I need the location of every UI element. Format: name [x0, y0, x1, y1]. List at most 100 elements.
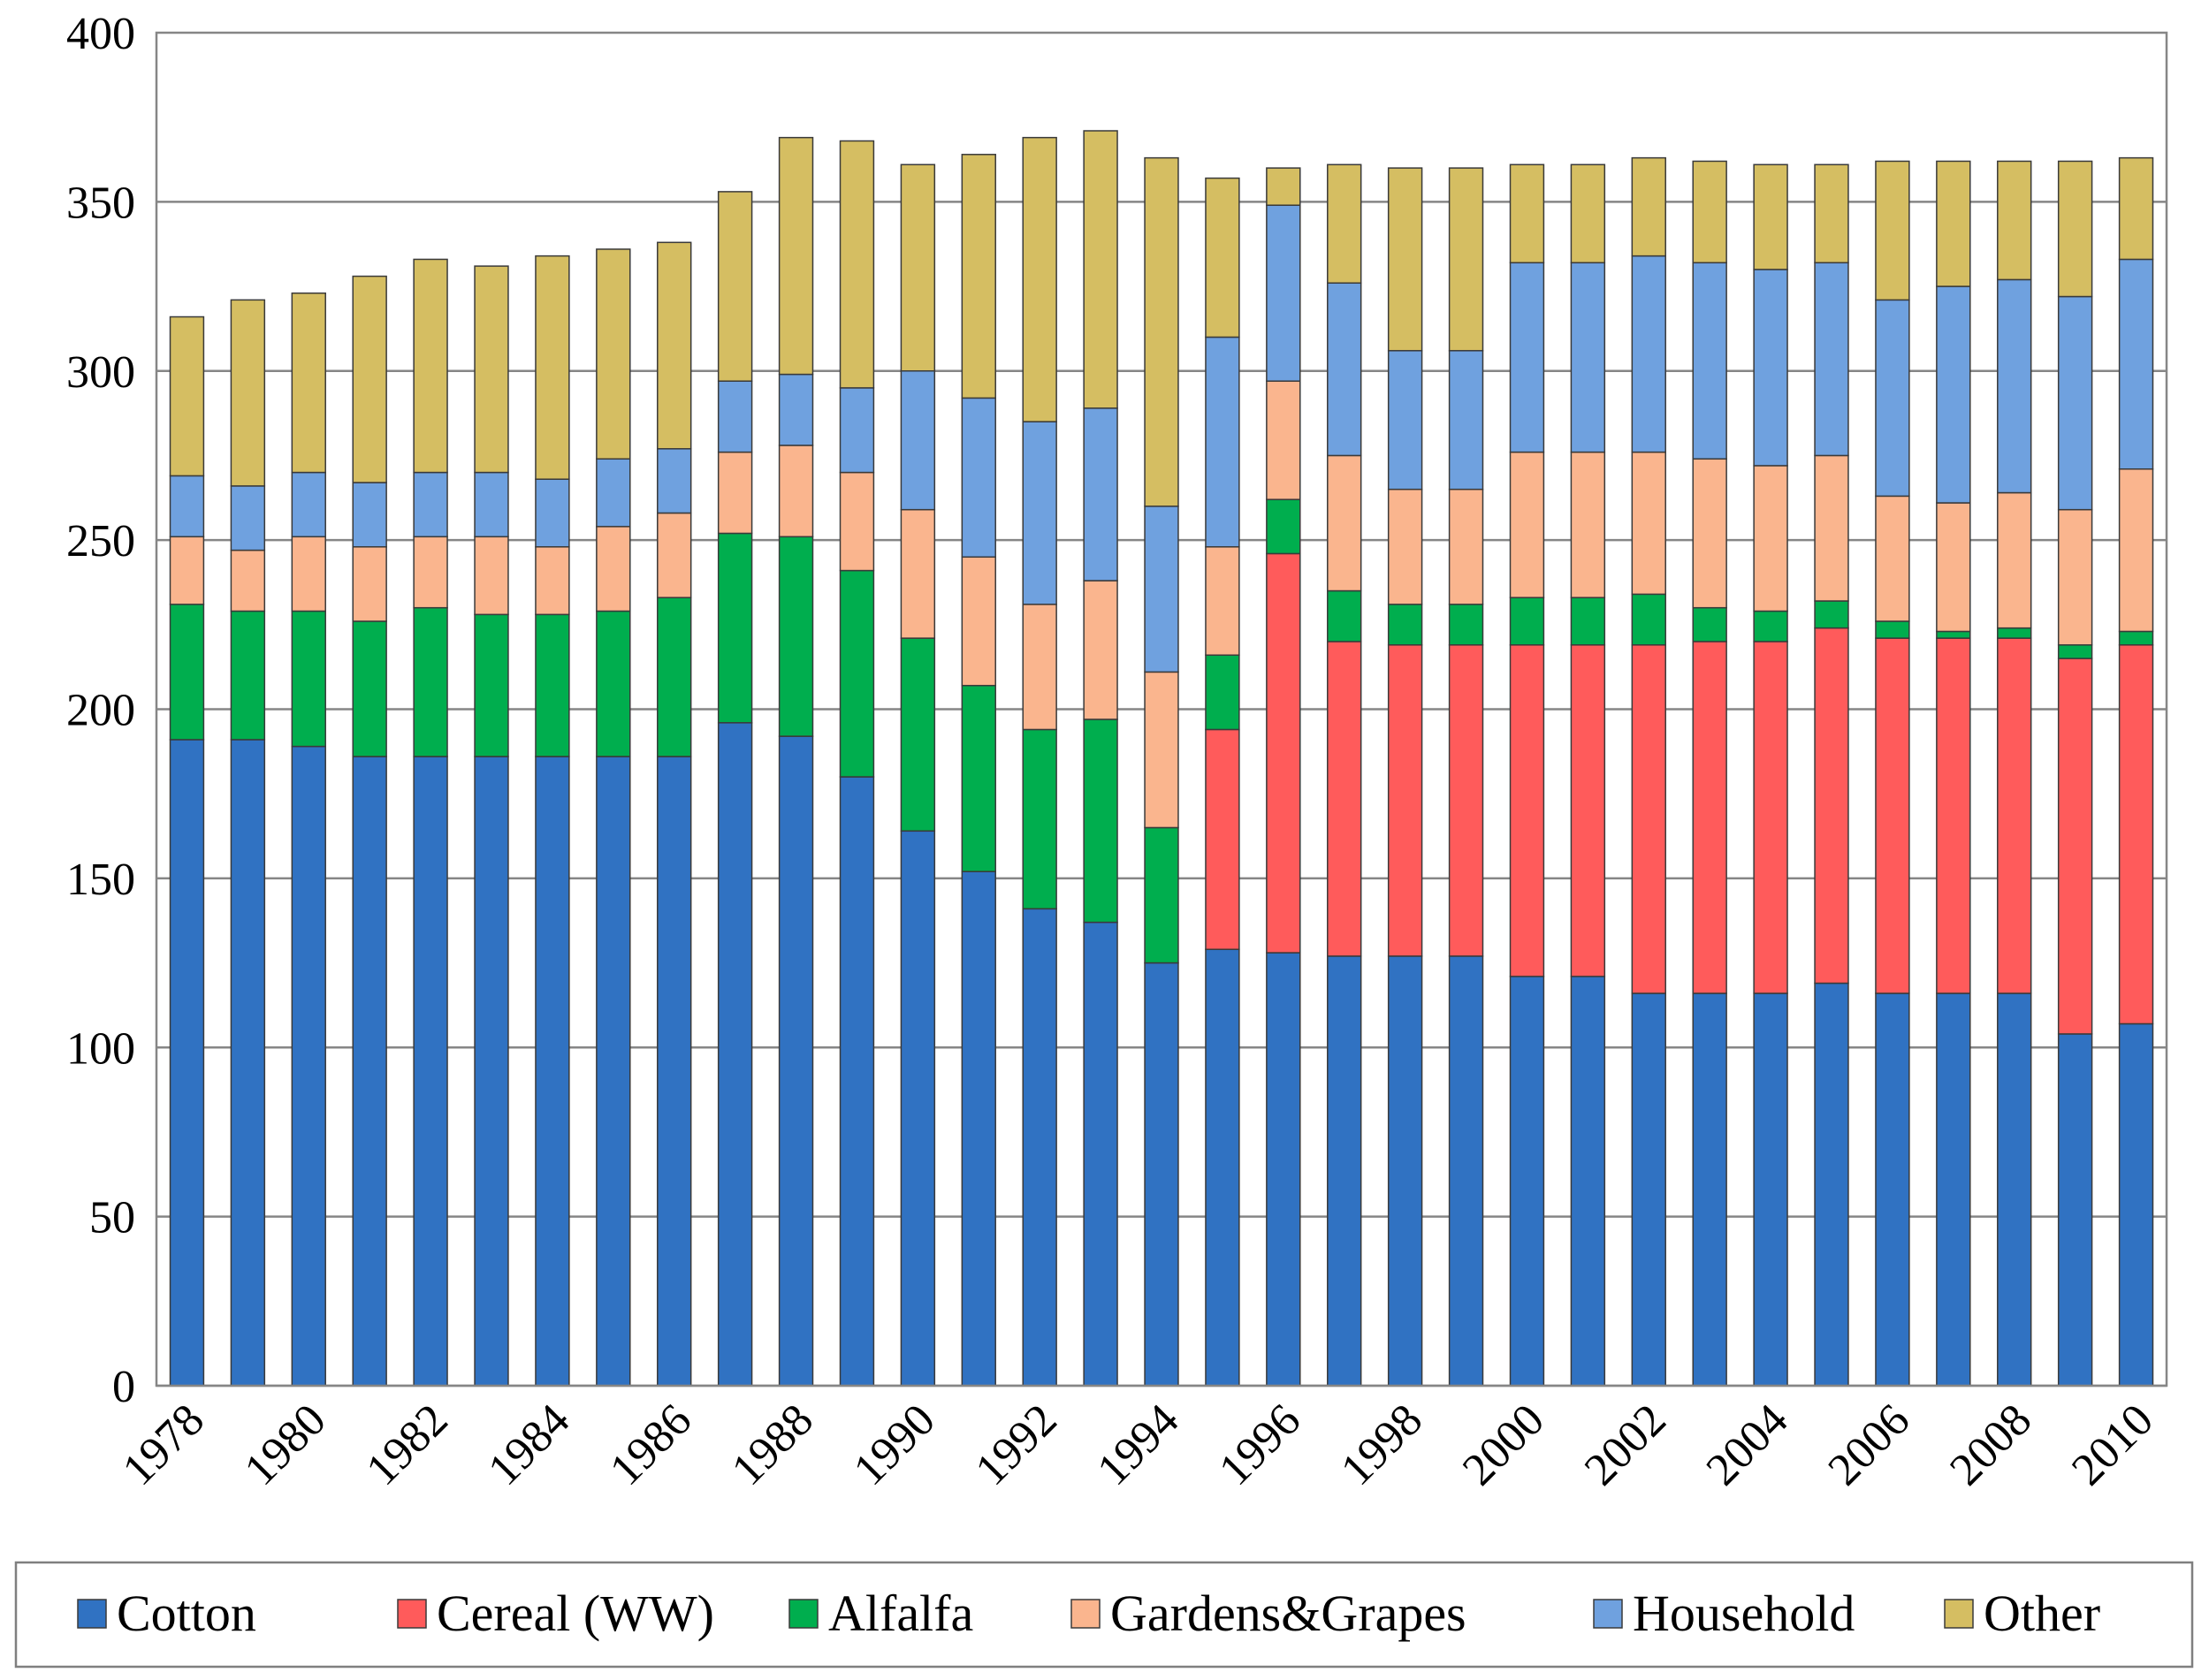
bar-segment-gardens-grapes-1982 — [413, 536, 448, 609]
bar-segment-alfalfa-2001 — [1570, 597, 1606, 646]
bar-segment-alfalfa-1992 — [1022, 728, 1057, 910]
legend-item-gardens-grapes: Gardens&Grapes — [1070, 1585, 1466, 1642]
bar-segment-household-2009 — [2057, 295, 2093, 511]
bar-segment-gardens-grapes-2007 — [1936, 502, 1971, 633]
bar-segment-cereal-ww--2006 — [1875, 637, 1910, 994]
bar-segment-cereal-ww--2000 — [1509, 644, 1545, 977]
bar-segment-gardens-grapes-1987 — [717, 451, 753, 535]
bar-segment-other-1983 — [474, 265, 509, 474]
bar-segment-household-1983 — [474, 471, 509, 538]
legend-label: Alfalfa — [828, 1585, 973, 1642]
y-tick-label: 200 — [66, 686, 135, 736]
legend: Cotton Cereal (WW) Alfalfa Gardens&Grapes Ho… — [14, 1561, 2194, 1669]
y-tick-label: 100 — [66, 1023, 135, 1074]
bar-segment-cotton-1996 — [1266, 952, 1301, 1387]
bar-segment-cotton-1986 — [657, 756, 692, 1387]
bar-segment-gardens-grapes-1990 — [900, 508, 936, 639]
bar-segment-gardens-grapes-1995 — [1205, 546, 1240, 657]
legend-box — [14, 1561, 2194, 1669]
bar-segment-household-1996 — [1266, 204, 1301, 382]
y-tick-label: 50 — [89, 1193, 135, 1243]
bar-segment-alfalfa-1982 — [413, 606, 448, 757]
y-axis-tick-labels: 0 50 100 150 200 250 300 350 400 — [66, 9, 135, 1412]
bar-segment-alfalfa-1999 — [1448, 604, 1484, 646]
x-tick-label: 1980 — [235, 1395, 336, 1495]
x-tick-label: 2002 — [1575, 1395, 1676, 1495]
legend-item-household: Household — [1593, 1585, 1855, 1642]
bar-segment-alfalfa-1994 — [1144, 826, 1179, 964]
bar-segment-other-1995 — [1205, 177, 1240, 338]
bar-segment-household-1981 — [352, 482, 387, 548]
bar-segment-cotton-2006 — [1875, 992, 1910, 1387]
bar-segment-cotton-2009 — [2057, 1033, 2093, 1387]
bar-segment-household-1989 — [839, 387, 875, 474]
bar-segment-cotton-2007 — [1936, 992, 1971, 1387]
bar-segment-gardens-grapes-2001 — [1570, 451, 1606, 598]
x-tick-label: 2004 — [1697, 1395, 1798, 1495]
bar-segment-gardens-grapes-1999 — [1448, 488, 1484, 605]
bar-segment-cotton-1984 — [535, 756, 570, 1387]
bar-segment-alfalfa-2004 — [1753, 610, 1788, 642]
bar-segment-household-1978 — [169, 475, 205, 538]
y-tick-label: 350 — [66, 178, 135, 228]
bar-segment-cotton-1983 — [474, 756, 509, 1387]
bar-segment-gardens-grapes-1988 — [778, 445, 814, 538]
bar-segment-alfalfa-1981 — [352, 620, 387, 757]
x-tick-label: 2008 — [1940, 1395, 2041, 1495]
x-tick-label: 1994 — [1088, 1395, 1189, 1495]
legend-item-cotton: Cotton — [77, 1585, 256, 1642]
bar-segment-household-2010 — [2118, 258, 2154, 470]
bar-segment-cotton-1999 — [1448, 955, 1484, 1387]
bar-segment-other-2005 — [1814, 163, 1849, 264]
bars — [169, 130, 2154, 1387]
bar-segment-household-1979 — [230, 485, 266, 551]
bar-segment-cotton-1978 — [169, 739, 205, 1387]
bar-segment-alfalfa-2003 — [1692, 606, 1727, 642]
bar-segment-household-2001 — [1570, 262, 1606, 453]
bar-segment-household-2008 — [1997, 278, 2032, 494]
bar-segment-gardens-grapes-2002 — [1631, 451, 1666, 596]
legend-items: Cotton Cereal (WW) Alfalfa Gardens&Grapes Ho… — [77, 1585, 2100, 1642]
bar-segment-cereal-ww--2001 — [1570, 644, 1606, 977]
bar-segment-gardens-grapes-1985 — [596, 526, 631, 612]
bar-segment-alfalfa-1993 — [1083, 718, 1118, 924]
bar-segment-gardens-grapes-1980 — [291, 536, 326, 612]
bar-segment-cotton-1992 — [1022, 908, 1057, 1387]
bar-segment-cereal-ww--1999 — [1448, 644, 1484, 957]
bar-segment-cereal-ww--2002 — [1631, 644, 1666, 994]
bar-segment-cotton-1997 — [1327, 955, 1362, 1387]
bar-segment-household-1997 — [1327, 282, 1362, 457]
y-tick-label: 0 — [112, 1362, 135, 1412]
bar-segment-gardens-grapes-2004 — [1753, 465, 1788, 612]
bar-segment-other-2009 — [2057, 160, 2093, 298]
x-tick-label: 1988 — [722, 1395, 823, 1495]
bar-segment-alfalfa-1985 — [596, 610, 631, 757]
bar-segment-household-1980 — [291, 471, 326, 538]
bar-segment-other-1999 — [1448, 167, 1484, 352]
bar-segment-alfalfa-1979 — [230, 610, 266, 741]
bar-segment-household-2005 — [1814, 262, 1849, 457]
bar-segment-cereal-ww--1995 — [1205, 728, 1240, 951]
bar-segment-alfalfa-1996 — [1266, 498, 1301, 555]
bar-segment-other-2010 — [2118, 156, 2154, 261]
x-tick-label: 1998 — [1331, 1395, 1432, 1495]
bar-segment-other-2006 — [1875, 160, 1910, 301]
bar-segment-household-1999 — [1448, 350, 1484, 490]
x-tick-label: 1982 — [357, 1395, 458, 1495]
bar-segment-gardens-grapes-1991 — [961, 556, 996, 687]
bar-segment-household-1993 — [1083, 407, 1118, 582]
bar-segment-cotton-2003 — [1692, 992, 1727, 1387]
bar-segment-cotton-2005 — [1814, 982, 1849, 1387]
bar-segment-alfalfa-2000 — [1509, 597, 1545, 646]
bar-segment-alfalfa-1990 — [900, 637, 936, 832]
bar-segment-cotton-2002 — [1631, 992, 1666, 1387]
bar-segment-alfalfa-2008 — [1997, 627, 2032, 639]
bar-segment-cotton-1979 — [230, 739, 266, 1387]
bar-segment-cotton-1987 — [717, 722, 753, 1387]
bar-segment-other-2000 — [1509, 163, 1545, 264]
bar-segment-other-1993 — [1083, 130, 1118, 409]
bar-segment-household-1986 — [657, 448, 692, 514]
bar-segment-alfalfa-1995 — [1205, 654, 1240, 731]
bar-segment-gardens-grapes-2000 — [1509, 451, 1545, 598]
